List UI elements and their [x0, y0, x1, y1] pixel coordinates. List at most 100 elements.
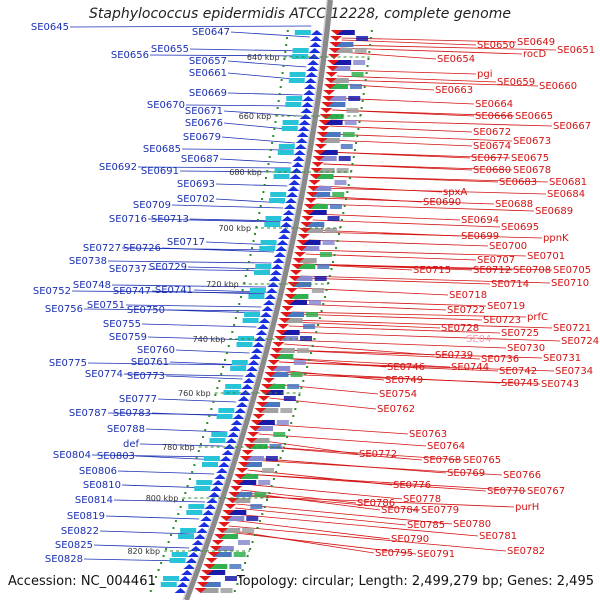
- gene-label-left[interactable]: SE0669: [189, 88, 227, 99]
- gene-label-left[interactable]: SE0702: [177, 194, 215, 205]
- gene-label-left[interactable]: SE0761: [131, 357, 169, 368]
- gene-label-left[interactable]: SE0788: [107, 424, 145, 435]
- gene-label-right[interactable]: SE0785: [407, 520, 445, 531]
- gene-label-right[interactable]: SE0664: [475, 99, 513, 110]
- gene-label-left[interactable]: SE0727: [83, 243, 121, 254]
- gene-label-right[interactable]: SE0715: [413, 265, 451, 276]
- gene-label-right[interactable]: SE0718: [449, 290, 487, 301]
- gene-label-right[interactable]: SE0770: [487, 486, 525, 497]
- gene-label-left[interactable]: SE0726: [123, 243, 161, 254]
- gene-label-left[interactable]: SE0741: [155, 285, 193, 296]
- gene-label-left[interactable]: SE0759: [109, 332, 147, 343]
- gene-label-left[interactable]: SE0729: [149, 262, 187, 273]
- gene-label-left[interactable]: SE0819: [67, 511, 105, 522]
- gene-label-left[interactable]: def: [123, 439, 140, 450]
- gene-label-left[interactable]: SE0750: [127, 305, 165, 316]
- gene-label-right[interactable]: SE0769: [447, 468, 485, 479]
- gene-label-right[interactable]: SE0728: [441, 323, 479, 334]
- gene-label-right[interactable]: prfC: [527, 312, 548, 323]
- gene-label-right[interactable]: SE0781: [479, 531, 517, 542]
- gene-label-right[interactable]: SE0714: [491, 279, 529, 290]
- gene-label-right[interactable]: SE0651: [557, 45, 595, 56]
- gene-label-right[interactable]: SE0765: [463, 455, 501, 466]
- gene-label-right[interactable]: SE0762: [377, 404, 415, 415]
- gene-label-right[interactable]: SE0667: [553, 121, 591, 132]
- gene-label-right[interactable]: SE0700: [489, 241, 527, 252]
- gene-label-right[interactable]: spxA: [443, 187, 467, 198]
- gene-label-left[interactable]: SE0737: [109, 264, 147, 275]
- gene-label-right[interactable]: SE0660: [539, 81, 577, 92]
- gene-label-right[interactable]: SE0795: [375, 548, 413, 559]
- gene-label-right[interactable]: SE0681: [549, 177, 587, 188]
- gene-label-left[interactable]: SE0716: [109, 214, 147, 225]
- gene-label-left[interactable]: SE0822: [61, 526, 99, 537]
- gene-label-left[interactable]: SE0787: [69, 408, 107, 419]
- gene-label-left[interactable]: SE0814: [75, 495, 113, 506]
- gene-label-right[interactable]: SE0767: [527, 486, 565, 497]
- gene-label-right[interactable]: SE0782: [507, 546, 545, 557]
- gene-label-right[interactable]: SE0678: [513, 165, 551, 176]
- gene-label-left[interactable]: SE0713: [151, 214, 189, 225]
- gene-label-right[interactable]: SE0736: [481, 354, 519, 365]
- gene-label-right[interactable]: SE0746: [387, 362, 425, 373]
- gene-label-right[interactable]: SE0672: [473, 127, 511, 138]
- gene-label-left[interactable]: SE0751: [87, 300, 125, 311]
- gene-label-right[interactable]: SE0663: [435, 85, 473, 96]
- gene-label-right[interactable]: SE0749: [385, 375, 423, 386]
- gene-label-left[interactable]: SE0775: [49, 358, 87, 369]
- gene-label-left[interactable]: SE0685: [143, 144, 181, 155]
- gene-label-right[interactable]: SE0791: [417, 549, 455, 560]
- gene-label-right[interactable]: SE0690: [423, 197, 461, 208]
- gene-label-right[interactable]: SE0776: [393, 480, 431, 491]
- gene-label-left[interactable]: SE0676: [185, 118, 223, 129]
- gene-label-right[interactable]: SE0673: [513, 136, 551, 147]
- gene-label-left[interactable]: SE0806: [79, 466, 117, 477]
- gene-label-right[interactable]: SE0731: [543, 353, 581, 364]
- gene-label-left[interactable]: SE0756: [45, 304, 83, 315]
- gene-label-right[interactable]: SE0705: [553, 265, 591, 276]
- gene-label-right[interactable]: rocD: [523, 49, 547, 60]
- gene-label-right[interactable]: SE0745: [501, 378, 539, 389]
- gene-label-right[interactable]: SE0723: [483, 315, 521, 326]
- gene-label-right[interactable]: SE0659: [497, 77, 535, 88]
- gene-label-right[interactable]: SE0712: [473, 265, 511, 276]
- gene-label-left[interactable]: SE0679: [183, 132, 221, 143]
- gene-label-left[interactable]: SE0828: [45, 554, 83, 565]
- gene-label-right[interactable]: SE0650: [477, 40, 515, 51]
- gene-label-right[interactable]: SE0675: [511, 153, 549, 164]
- gene-label-right[interactable]: SE0754: [379, 389, 417, 400]
- gene-label-highlight[interactable]: SE04: [466, 334, 491, 345]
- gene-label-right[interactable]: SE0721: [553, 323, 591, 334]
- gene-label-left[interactable]: SE0760: [137, 345, 175, 356]
- gene-label-left[interactable]: SE0752: [33, 286, 71, 297]
- gene-label-left[interactable]: SE0692: [99, 162, 137, 173]
- gene-label-left[interactable]: SE0804: [53, 450, 91, 461]
- gene-label-left[interactable]: SE0687: [181, 154, 219, 165]
- gene-label-right[interactable]: SE0689: [535, 206, 573, 217]
- gene-label-right[interactable]: SE0744: [451, 362, 489, 373]
- gene-label-left[interactable]: SE0670: [147, 100, 185, 111]
- gene-label-right[interactable]: SE0739: [435, 350, 473, 361]
- gene-label-right[interactable]: SE0688: [495, 199, 533, 210]
- gene-label-right[interactable]: SE0694: [461, 215, 499, 226]
- gene-label-left[interactable]: SE0810: [83, 480, 121, 491]
- gene-label-right[interactable]: SE0743: [541, 379, 579, 390]
- gene-label-right[interactable]: ppnK: [543, 233, 569, 244]
- gene-label-right[interactable]: SE0710: [551, 278, 589, 289]
- gene-label-right[interactable]: SE0725: [501, 328, 539, 339]
- gene-label-left[interactable]: SE0803: [97, 451, 135, 462]
- gene-label-right[interactable]: SE0730: [507, 343, 545, 354]
- gene-label-right[interactable]: SE0768: [423, 455, 461, 466]
- gene-label-right[interactable]: purH: [515, 502, 539, 513]
- gene-label-right[interactable]: SE0724: [561, 336, 599, 347]
- gene-label-right[interactable]: SE0684: [547, 189, 585, 200]
- gene-label-left[interactable]: SE0661: [189, 68, 227, 79]
- gene-label-left[interactable]: SE0656: [111, 50, 149, 61]
- gene-label-left[interactable]: SE0783: [113, 408, 151, 419]
- gene-label-left[interactable]: SE0691: [141, 166, 179, 177]
- gene-label-right[interactable]: SE0674: [473, 141, 511, 152]
- gene-label-left[interactable]: SE0738: [69, 256, 107, 267]
- gene-label-right[interactable]: SE0763: [409, 429, 447, 440]
- gene-label-left[interactable]: SE0657: [189, 56, 227, 67]
- gene-label-right[interactable]: SE0708: [513, 265, 551, 276]
